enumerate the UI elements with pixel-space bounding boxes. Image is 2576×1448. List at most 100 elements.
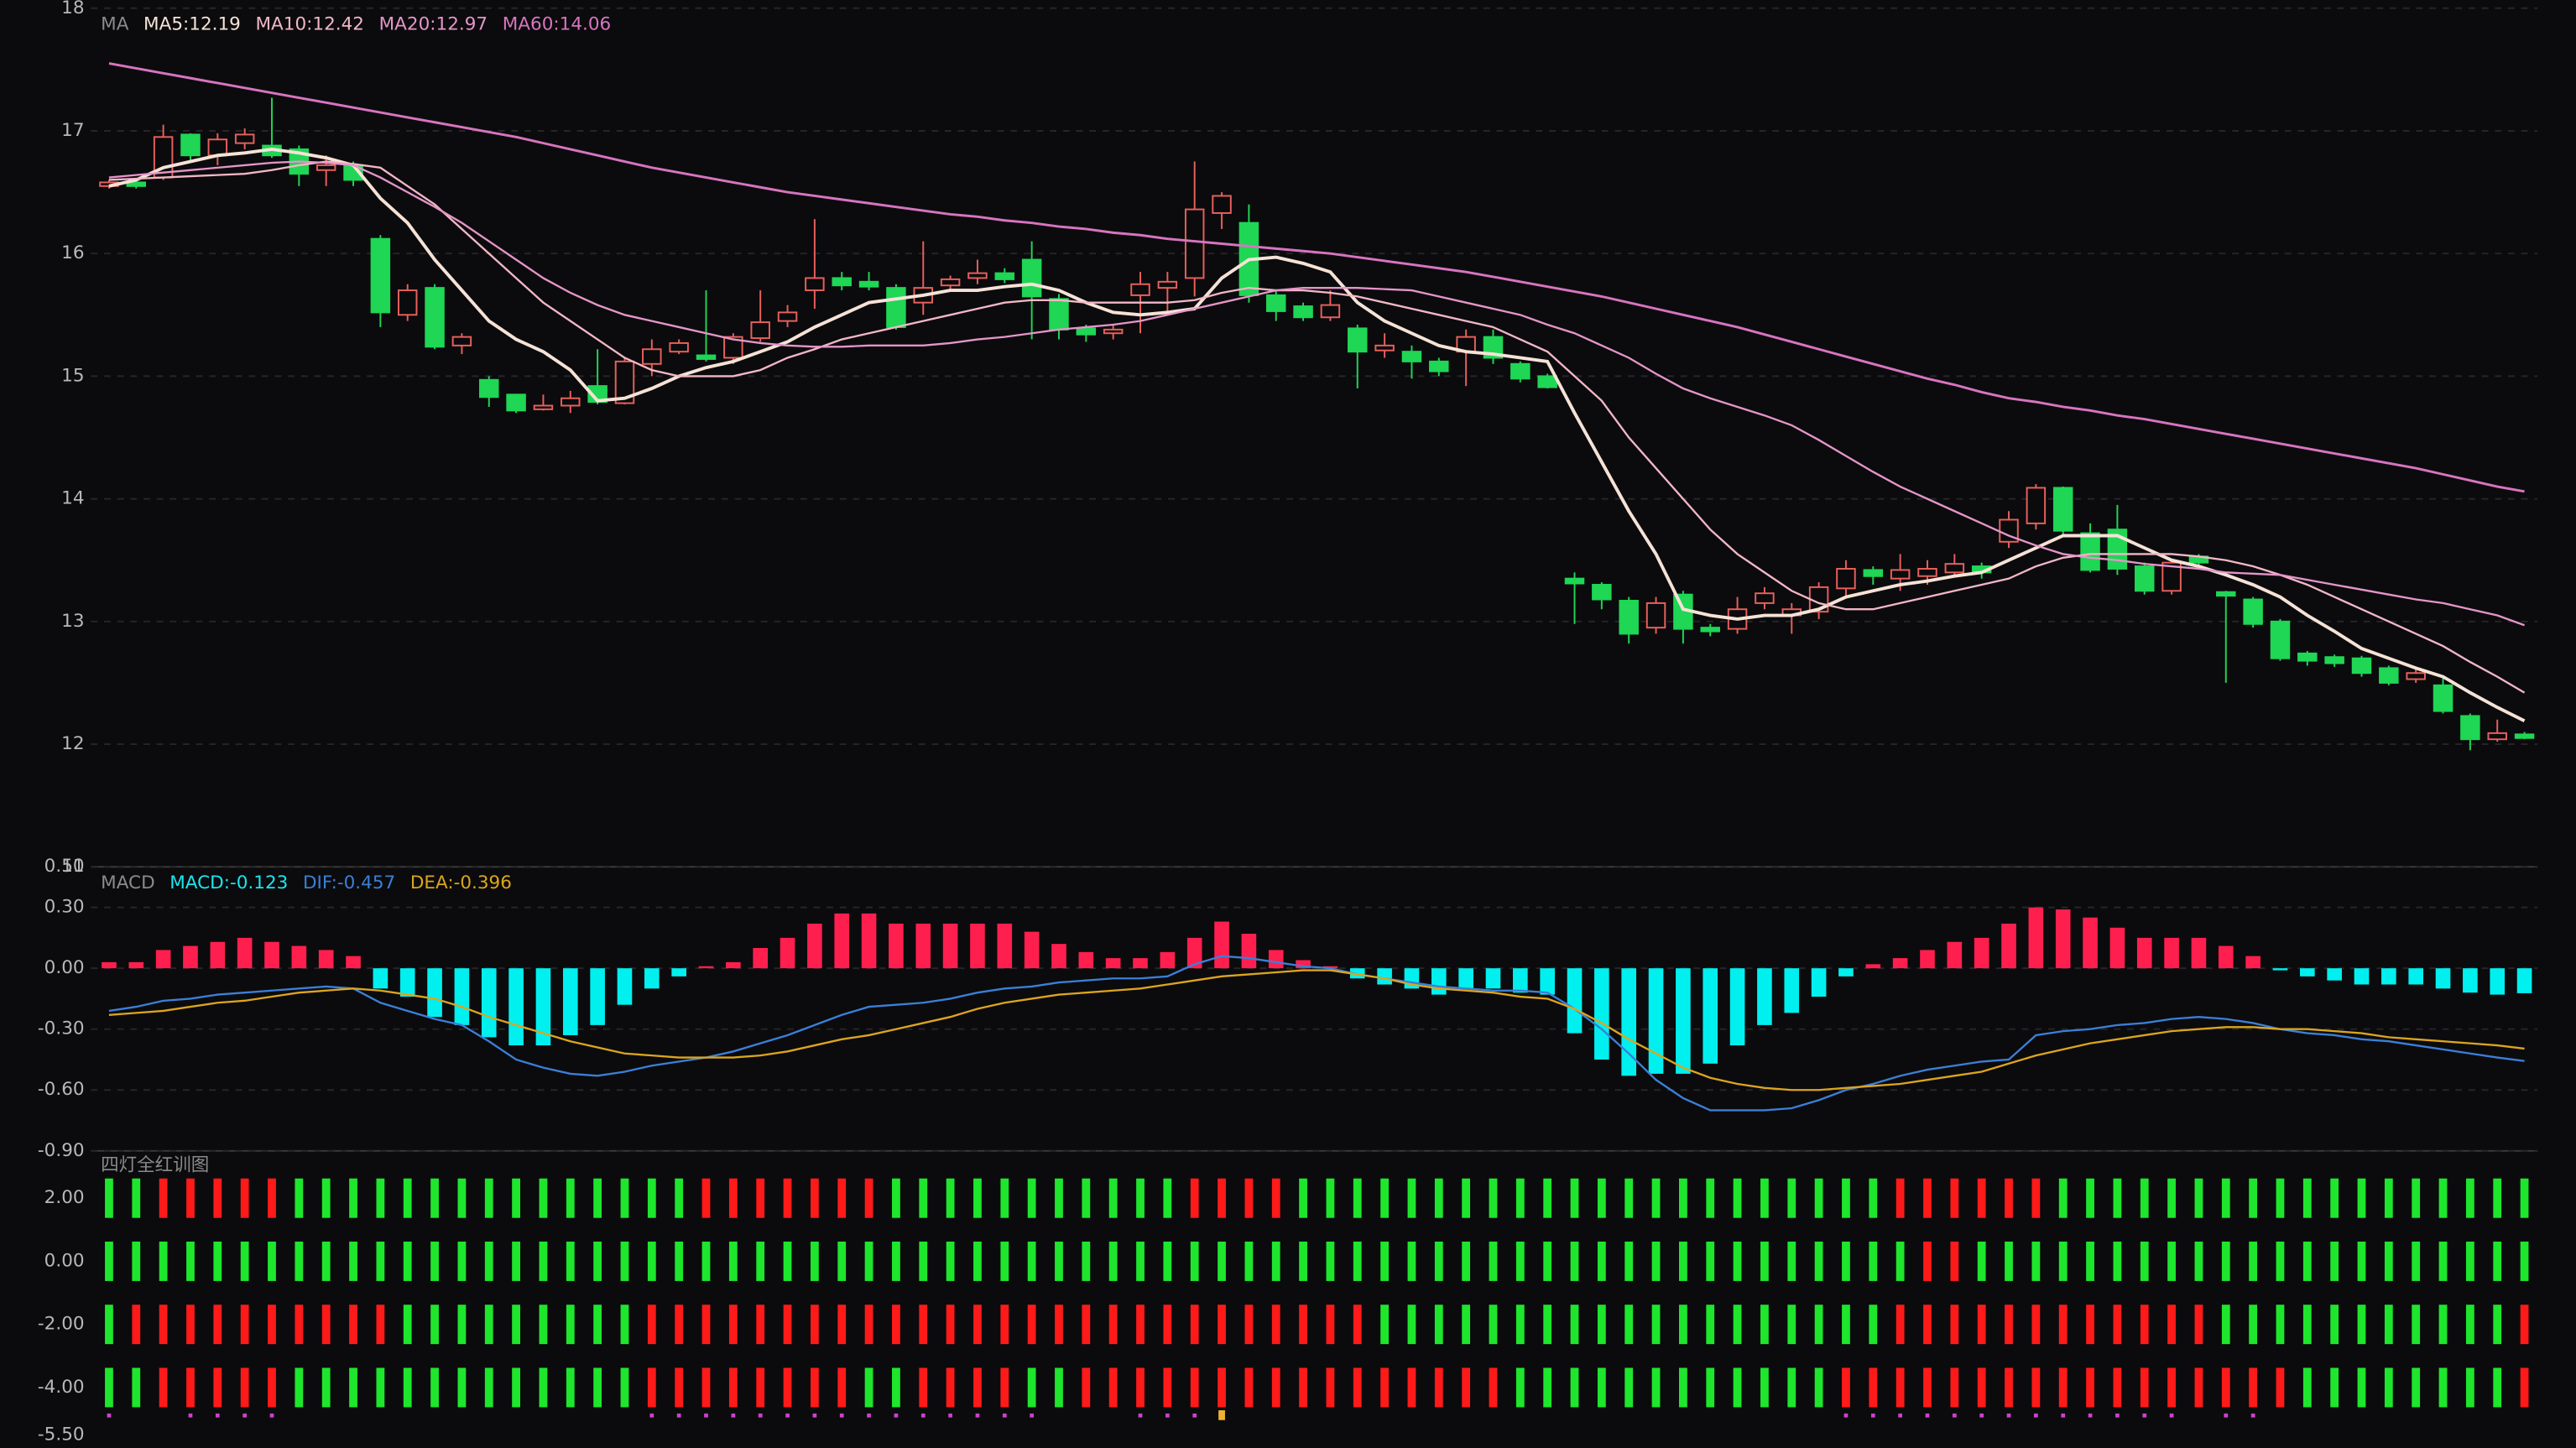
- signal-light: [1434, 1241, 1443, 1281]
- signal-dot: [1870, 1413, 1875, 1418]
- signal-light: [1678, 1367, 1687, 1408]
- signal-light: [2438, 1367, 2448, 1408]
- signal-light: [1869, 1367, 1878, 1408]
- macd-bar: [2109, 927, 2125, 969]
- signal-dot: [1138, 1413, 1143, 1418]
- signal-light: [2276, 1178, 2285, 1218]
- signal-light: [919, 1305, 928, 1345]
- signal-light: [1760, 1367, 1769, 1408]
- signal-light: [1380, 1367, 1389, 1408]
- signal-light: [1299, 1305, 1307, 1345]
- signal-light: [539, 1305, 548, 1345]
- signal-light: [620, 1178, 629, 1218]
- signal-light: [1706, 1241, 1715, 1281]
- signal-light: [1299, 1241, 1307, 1281]
- signal-light: [1570, 1241, 1579, 1281]
- macd-bar: [1892, 958, 1908, 969]
- candle-body: [2460, 715, 2480, 741]
- signal-light: [2031, 1367, 2041, 1408]
- y-tick-label: 2.00: [44, 1187, 85, 1208]
- signal-light: [132, 1367, 141, 1408]
- candle-body: [2433, 684, 2453, 712]
- signal-light: [1814, 1367, 1823, 1408]
- signal-light: [1082, 1305, 1091, 1345]
- signal-light: [728, 1305, 738, 1345]
- signal-light: [1869, 1241, 1878, 1281]
- signal-light: [1462, 1178, 1471, 1218]
- signal-light: [1027, 1367, 1036, 1408]
- signal-light: [105, 1305, 113, 1345]
- signal-light: [1082, 1178, 1091, 1218]
- signal-light: [1027, 1305, 1036, 1345]
- signal-dot: [948, 1413, 952, 1418]
- signal-light: [539, 1367, 548, 1408]
- signal-light: [1136, 1241, 1145, 1281]
- signal-light: [2384, 1241, 2393, 1281]
- signal-light: [2438, 1305, 2448, 1345]
- macd-bar: [2191, 937, 2207, 969]
- signal-light: [1055, 1367, 1063, 1408]
- signal-light: [1407, 1305, 1416, 1345]
- signal-light: [2113, 1241, 2122, 1281]
- y-tick-label: 17: [61, 120, 84, 141]
- signal-dot: [2224, 1413, 2229, 1418]
- macd-bar: [1296, 960, 1311, 969]
- macd-bar: [590, 968, 605, 1025]
- macd-bar: [1268, 950, 1284, 969]
- macd-bar: [834, 913, 850, 969]
- signal-light: [756, 1305, 765, 1345]
- signal-light: [946, 1367, 955, 1408]
- signal-light: [756, 1178, 765, 1218]
- candle-body: [370, 237, 391, 314]
- signal-light: [2412, 1241, 2421, 1281]
- signal-light: [457, 1178, 467, 1218]
- signal-light: [295, 1241, 304, 1281]
- signal-light: [2058, 1241, 2068, 1281]
- signal-dot: [1030, 1413, 1034, 1418]
- y-tick-label: 13: [61, 611, 84, 632]
- macd-bar: [698, 966, 714, 969]
- macd-line: [108, 955, 2525, 1112]
- signal-light: [2086, 1178, 2094, 1218]
- signal-light: [728, 1367, 738, 1408]
- signal-light: [1597, 1367, 1606, 1408]
- signal-light: [1218, 1241, 1226, 1281]
- legend-entry: MA60:14.06: [503, 13, 612, 34]
- signal-dot: [2250, 1413, 2255, 1418]
- signal-light: [2276, 1367, 2285, 1408]
- macd-bar: [1729, 968, 1745, 1046]
- signal-light: [1651, 1178, 1661, 1218]
- signal-light: [2167, 1178, 2176, 1218]
- signal-dot: [1843, 1413, 1849, 1418]
- signal-light: [457, 1367, 467, 1408]
- y-tick-label: 18: [61, 0, 84, 18]
- signal-light: [1027, 1178, 1036, 1218]
- y-tick-label: -0.60: [38, 1079, 85, 1100]
- macd-bar: [807, 923, 822, 969]
- signal-light: [647, 1241, 656, 1281]
- signal-light: [1489, 1241, 1498, 1281]
- y-tick-label: 15: [61, 365, 84, 386]
- signal-dot: [839, 1413, 844, 1418]
- signal-light: [946, 1305, 955, 1345]
- signal-light: [1814, 1241, 1823, 1281]
- signal-light: [457, 1305, 467, 1345]
- candle-body: [994, 272, 1015, 280]
- signal-dot: [107, 1413, 112, 1418]
- signal-light: [1108, 1178, 1118, 1218]
- candle-body: [2243, 598, 2263, 625]
- signal-dot: [812, 1413, 817, 1418]
- macd-bar: [1974, 937, 1989, 969]
- macd-bar: [1811, 968, 1827, 997]
- signal-light: [1326, 1305, 1335, 1345]
- candle-body: [2080, 532, 2100, 571]
- candle-body: [1293, 305, 1313, 319]
- signal-light: [512, 1178, 520, 1218]
- signal-light: [864, 1178, 873, 1218]
- macd-bar: [1920, 950, 1935, 969]
- candle-body: [1944, 563, 1965, 574]
- macd-bar: [1838, 968, 1854, 977]
- legend-entry: DIF:-0.457: [303, 872, 395, 893]
- candle-body: [207, 138, 228, 157]
